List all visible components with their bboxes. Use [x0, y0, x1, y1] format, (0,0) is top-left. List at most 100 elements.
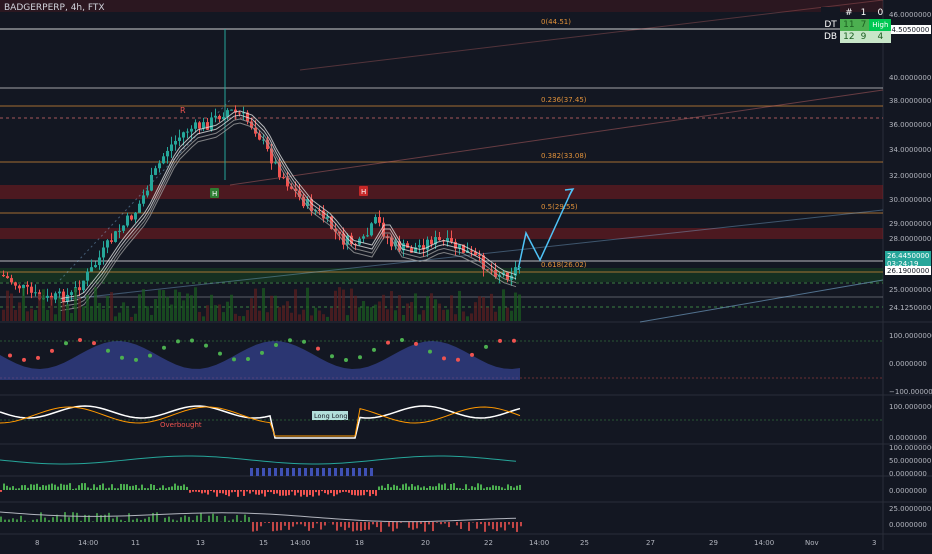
histogram-bar	[45, 486, 47, 490]
histogram-bar	[234, 490, 236, 492]
oscillator-dot	[330, 354, 334, 358]
volume-bar	[438, 304, 441, 321]
candle-body	[438, 237, 441, 240]
candle-body	[150, 175, 153, 191]
svg-text:0.0000000: 0.0000000	[889, 521, 927, 529]
histogram-bar	[237, 490, 239, 497]
histogram-bar	[138, 488, 140, 490]
histogram-bar	[84, 483, 86, 490]
histogram-bar	[384, 488, 386, 490]
histogram-bar	[339, 490, 341, 493]
candle-body	[138, 204, 141, 213]
volume-bar	[158, 290, 161, 321]
volume-bar	[370, 307, 373, 321]
indicator-bar	[370, 468, 373, 476]
resistance-zone-upper	[0, 185, 883, 199]
svg-text:46.0000000: 46.0000000	[889, 11, 931, 19]
svg-text:8: 8	[35, 539, 39, 547]
histogram-bar	[9, 488, 11, 490]
histogram-bar	[268, 522, 270, 523]
histogram-bar	[188, 517, 190, 522]
histogram-bar	[76, 513, 78, 522]
svg-text:18: 18	[355, 539, 364, 547]
oscillator-dot	[22, 358, 26, 362]
volume-bar	[502, 289, 505, 321]
histogram-bar	[111, 484, 113, 490]
candle-body	[374, 217, 377, 223]
volume-bar	[46, 310, 49, 321]
volume-bar	[10, 294, 13, 321]
h-marker-green: H	[212, 190, 217, 198]
histogram-bar	[492, 485, 494, 490]
volume-bar	[514, 293, 517, 321]
histogram-bar	[183, 484, 185, 490]
candle-body	[134, 213, 137, 220]
histogram-bar	[316, 522, 318, 523]
candle-body	[194, 122, 197, 128]
histogram-bar	[356, 522, 358, 531]
indicator-bar	[274, 468, 277, 476]
histogram-bar	[376, 522, 378, 527]
histogram-bar	[348, 522, 350, 528]
candle-body	[282, 177, 285, 178]
svg-text:25: 25	[580, 539, 589, 547]
histogram-bar	[201, 490, 203, 493]
histogram-bar	[36, 519, 38, 522]
histogram-bar	[72, 512, 74, 522]
histogram-bar	[63, 485, 65, 490]
histogram-bar	[312, 490, 314, 497]
histogram-bar	[162, 485, 164, 490]
histogram-bar	[140, 520, 142, 522]
volume-bar	[230, 295, 233, 321]
volume-bar	[170, 305, 173, 321]
volume-bar	[258, 311, 261, 321]
volume-bar	[234, 314, 237, 321]
time-axis[interactable]: 8 14:00 11 13 15 14:00 18 20 22 14:00 25…	[35, 539, 876, 547]
histogram-bar	[196, 516, 198, 522]
candle-body	[102, 248, 105, 258]
histogram-bar	[92, 521, 94, 522]
histogram-bar	[33, 485, 35, 490]
histogram-bar	[296, 522, 298, 524]
volume-bar	[102, 309, 105, 321]
histogram-bar	[20, 516, 22, 522]
histogram-bar	[240, 521, 242, 522]
volume-bar	[150, 315, 153, 321]
volume-bar	[406, 303, 409, 321]
volume-bar	[254, 289, 257, 321]
histogram-bar	[504, 522, 506, 530]
volume-bar	[118, 313, 121, 321]
svg-text:28.0000000: 28.0000000	[889, 235, 931, 243]
histogram-bar	[108, 513, 110, 522]
volume-bar	[278, 307, 281, 321]
pattern-count-table: # 1 0 DT 11 7 High DB 12 9 4	[821, 7, 891, 43]
symbol-title[interactable]: BADGERPERP, 4h, FTX	[4, 3, 105, 13]
histogram-bar	[448, 522, 450, 527]
histogram-bar	[207, 490, 209, 495]
histogram-bar	[141, 485, 143, 490]
histogram-bar	[0, 490, 2, 492]
histogram-bar	[381, 486, 383, 490]
histogram-bar	[112, 519, 114, 522]
histogram-bar	[424, 522, 426, 532]
histogram-bar	[252, 490, 254, 492]
candle-body	[22, 285, 25, 288]
histogram-bar	[78, 485, 80, 490]
histogram-bar	[52, 517, 54, 522]
volume-bar	[74, 288, 77, 321]
histogram-bar	[216, 490, 218, 497]
horizontal-levels	[0, 29, 883, 307]
volume-bar	[486, 307, 489, 321]
candle-body	[146, 191, 149, 196]
histogram-bar	[488, 522, 490, 526]
histogram-bar	[213, 490, 215, 492]
volume-bar	[90, 306, 93, 321]
volume-bar	[210, 295, 213, 321]
oscillator-dot	[204, 344, 208, 348]
histogram-bar	[3, 484, 5, 490]
candle-body	[90, 267, 93, 271]
table-cell: 9	[858, 31, 870, 43]
histogram-bar	[128, 513, 130, 522]
